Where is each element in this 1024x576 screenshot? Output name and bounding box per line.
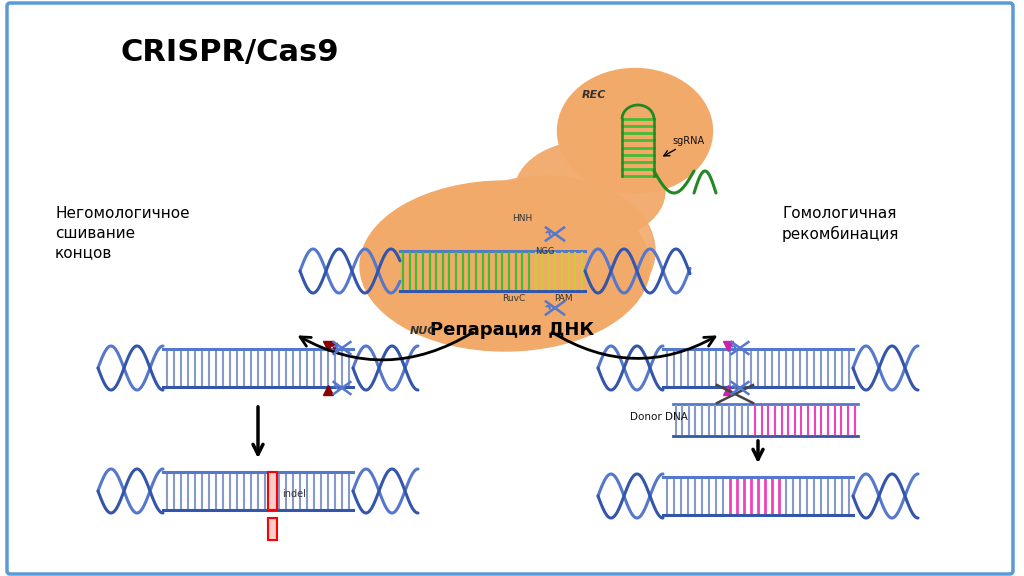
FancyArrowPatch shape xyxy=(552,332,715,358)
Text: Donor DNA: Donor DNA xyxy=(630,412,688,422)
Text: sgRNA: sgRNA xyxy=(672,136,705,146)
Text: RuvC: RuvC xyxy=(502,294,525,303)
Bar xyxy=(268,472,278,510)
Ellipse shape xyxy=(515,141,665,241)
Text: CRISPR/Cas9: CRISPR/Cas9 xyxy=(120,38,339,67)
Text: HNH: HNH xyxy=(512,214,532,223)
Ellipse shape xyxy=(557,69,713,194)
Text: Гомологичная
рекомбинация: Гомологичная рекомбинация xyxy=(782,206,899,242)
Text: REC: REC xyxy=(582,90,606,100)
Text: PAM: PAM xyxy=(554,294,572,303)
Text: NUC: NUC xyxy=(410,326,436,336)
Bar xyxy=(268,518,278,540)
Text: NGG: NGG xyxy=(535,247,554,256)
Text: Негомологичное
сшивание
концов: Негомологичное сшивание концов xyxy=(55,206,189,260)
Text: Репарация ДНК: Репарация ДНК xyxy=(430,321,594,339)
FancyArrowPatch shape xyxy=(300,332,473,360)
Ellipse shape xyxy=(435,176,655,326)
Text: indel: indel xyxy=(282,489,306,499)
Ellipse shape xyxy=(360,181,650,351)
FancyBboxPatch shape xyxy=(7,3,1013,574)
